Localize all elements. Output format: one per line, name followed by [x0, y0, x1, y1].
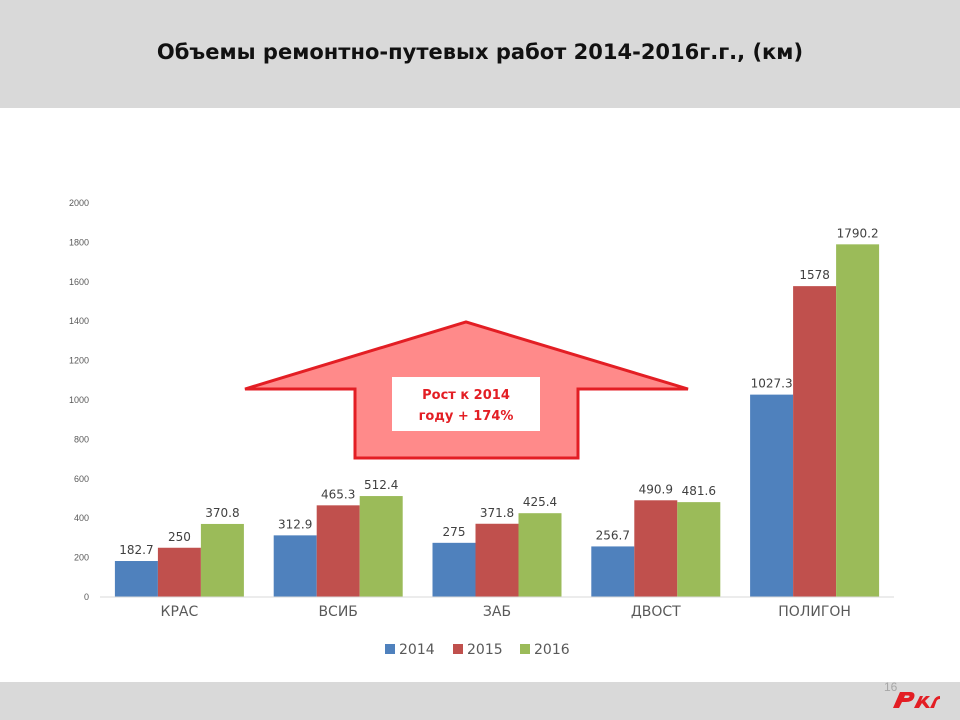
y-tick-label: 800 — [74, 434, 89, 444]
bar — [114, 561, 158, 597]
growth-callout-line2: году + 174% — [419, 409, 514, 424]
y-tick-label: 200 — [74, 553, 89, 563]
y-tick-label: 1800 — [69, 237, 89, 247]
bar — [316, 505, 360, 597]
y-tick-label: 600 — [74, 474, 89, 484]
legend: 2014 2015 2016 — [385, 642, 570, 658]
data-label: 481.6 — [682, 484, 716, 498]
data-label: 256.7 — [596, 528, 630, 542]
bar — [475, 523, 519, 597]
y-tick-label: 1000 — [69, 395, 89, 405]
rzd-logo — [893, 692, 940, 708]
page-number: 16 — [884, 680, 898, 694]
header-band — [0, 0, 960, 108]
bar — [157, 547, 201, 597]
x-category-label: ДВОСТ — [631, 604, 681, 620]
footer-band — [0, 682, 960, 720]
data-label: 512.4 — [364, 478, 398, 492]
legend-label: 2015 — [467, 642, 503, 658]
legend-swatch — [385, 644, 395, 654]
bar — [359, 496, 403, 597]
y-tick-label: 1200 — [69, 356, 89, 366]
y-tick-label: 1400 — [69, 316, 89, 326]
x-category-label: ЗАБ — [483, 604, 511, 620]
legend-swatch — [453, 644, 463, 654]
y-tick-label: 0 — [84, 592, 89, 602]
legend-label: 2016 — [534, 642, 570, 658]
data-label: 490.9 — [639, 482, 673, 496]
data-label: 425.4 — [523, 495, 557, 509]
bar — [591, 546, 635, 597]
x-category-label: КРАС — [161, 604, 199, 620]
y-tick-label: 400 — [74, 513, 89, 523]
data-label: 250 — [168, 530, 191, 544]
data-label: 312.9 — [278, 517, 312, 531]
data-label: 1790.2 — [837, 226, 879, 240]
slide-title: Объемы ремонтно-путевых работ 2014-2016г… — [156, 40, 804, 64]
rzd-logo-mark — [893, 692, 940, 708]
y-tick-label: 2000 — [69, 198, 89, 208]
data-label: 1027.3 — [751, 377, 793, 391]
growth-callout-box — [392, 377, 540, 431]
bar — [836, 244, 880, 597]
bar — [273, 535, 317, 597]
x-axis: КРАС ВСИБ ЗАБ ДВОСТ ПОЛИГОН — [100, 596, 894, 620]
data-label: 465.3 — [321, 487, 355, 501]
bar — [677, 502, 721, 597]
data-label: 370.8 — [205, 506, 239, 520]
data-label: 182.7 — [119, 543, 153, 557]
bar — [200, 523, 244, 597]
y-tick-label: 1600 — [69, 277, 89, 287]
bar-chart: 0 200 400 600 800 1000 1200 1400 1600 1800 2000 18… — [69, 198, 894, 658]
bar — [518, 513, 562, 597]
bars — [114, 244, 880, 597]
data-label: 275 — [443, 525, 466, 539]
legend-swatch — [520, 644, 530, 654]
data-labels: 182.7 250 370.8 312.9 465.3 512.4 275 371.8 425.… — [119, 226, 878, 557]
x-category-label: ВСИБ — [318, 604, 357, 620]
bar — [634, 500, 678, 597]
bar — [750, 394, 794, 597]
y-axis: 0 200 400 600 800 1000 1200 1400 1600 1800 2000 — [69, 198, 89, 602]
bar — [432, 542, 476, 597]
growth-callout-line1: Рост к 2014 — [422, 388, 510, 403]
data-label: 1578 — [799, 268, 830, 282]
growth-arrow: Рост к 2014 году + 174% — [244, 320, 689, 460]
bar — [793, 286, 837, 597]
data-label: 371.8 — [480, 506, 514, 520]
x-category-label: ПОЛИГОН — [778, 604, 851, 620]
legend-label: 2014 — [399, 642, 435, 658]
